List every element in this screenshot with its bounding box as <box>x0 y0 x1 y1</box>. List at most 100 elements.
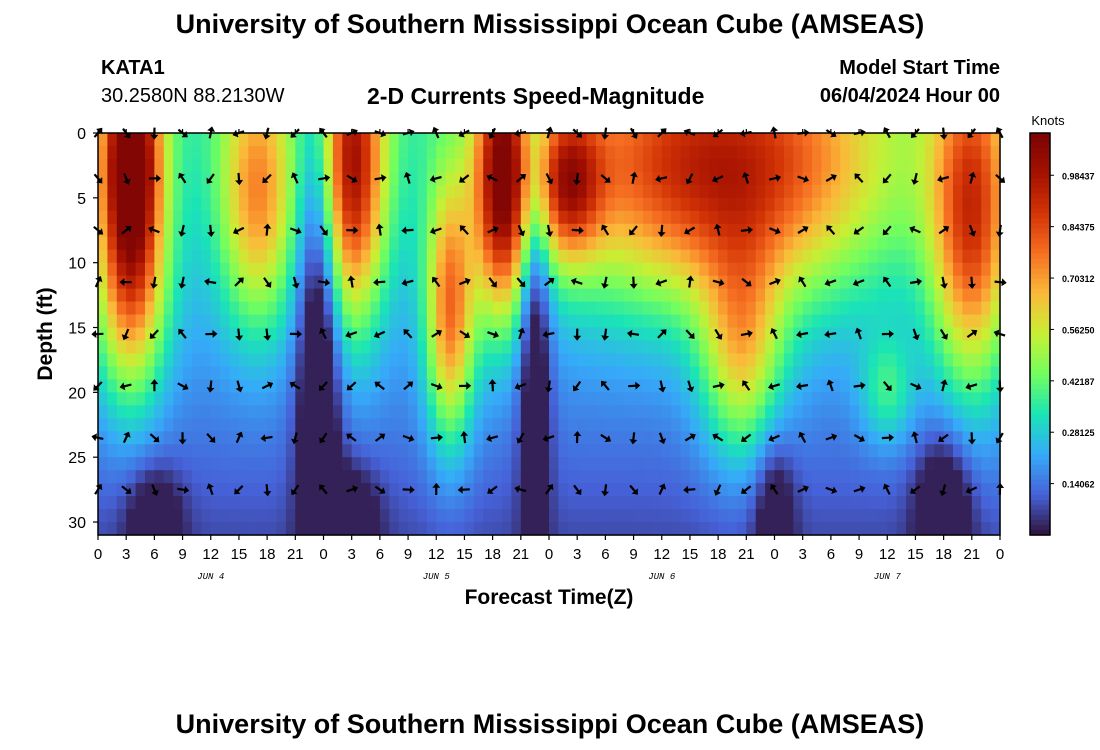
heat-cell <box>210 379 221 393</box>
heat-cell <box>455 509 466 523</box>
heat-cell <box>915 457 926 471</box>
heat-cell <box>436 301 447 316</box>
heat-cell <box>990 158 1001 173</box>
heat-cell <box>445 496 456 510</box>
heat-cell <box>417 275 428 290</box>
heat-cell <box>473 405 484 419</box>
heat-cell <box>135 340 146 355</box>
heat-cell <box>295 340 306 355</box>
heat-cell <box>144 262 155 277</box>
heat-cell <box>783 288 794 303</box>
x-tick-label: 9 <box>178 546 186 563</box>
heat-cell <box>708 340 719 355</box>
heat-cell <box>191 171 202 186</box>
heat-cell <box>502 314 513 329</box>
colorbar-segment <box>1030 323 1050 330</box>
heat-cell <box>389 145 400 160</box>
heat-cell <box>586 158 597 173</box>
heat-cell <box>389 275 400 290</box>
heat-cell <box>680 133 691 147</box>
heat-cell <box>408 353 419 368</box>
heat-cell <box>285 444 296 458</box>
current-vector <box>373 330 386 339</box>
heat-cell <box>661 340 672 355</box>
heat-cell <box>859 366 870 380</box>
heat-cell <box>163 366 174 380</box>
heat-cell <box>727 340 738 355</box>
heat-cell <box>323 353 334 368</box>
heat-cell <box>248 496 259 510</box>
heat-cell <box>934 509 945 523</box>
heat-cell <box>718 340 729 355</box>
heat-cell <box>295 288 306 303</box>
heat-cell <box>971 223 982 238</box>
heat-cell <box>248 470 259 484</box>
heat-cell <box>539 262 550 277</box>
heat-cell <box>332 366 343 380</box>
heat-cell <box>201 418 212 432</box>
heat-cell <box>182 366 193 380</box>
current-vector <box>204 277 217 286</box>
heat-cell <box>953 418 964 432</box>
heat-cell <box>990 340 1001 355</box>
heat-cell <box>502 509 513 523</box>
heat-cell <box>276 483 287 497</box>
heat-cell <box>642 509 653 523</box>
heat-cell <box>924 288 935 303</box>
heat-cell <box>812 366 823 380</box>
current-vector <box>968 171 977 184</box>
heat-cell <box>520 457 531 471</box>
current-vector <box>658 432 667 445</box>
heat-cell <box>492 483 503 497</box>
heat-cell <box>971 327 982 342</box>
heat-cell <box>201 444 212 458</box>
heat-cell <box>107 288 118 303</box>
heat-cell <box>990 470 1001 484</box>
heat-cell <box>107 197 118 212</box>
heat-cell <box>276 509 287 523</box>
heat-cell <box>248 197 259 212</box>
heat-cell <box>746 522 757 536</box>
heat-cell <box>173 301 184 316</box>
heat-cell <box>821 496 832 510</box>
heat-cell <box>934 249 945 264</box>
heat-cell <box>285 431 296 445</box>
heat-cell <box>323 145 334 160</box>
colorbar-frame <box>1029 132 1051 536</box>
heat-cell <box>520 301 531 316</box>
heat-cell <box>398 210 409 225</box>
heat-cell <box>689 210 700 225</box>
heat-cell <box>821 483 832 497</box>
heat-cell <box>896 275 907 290</box>
heat-cell <box>285 288 296 303</box>
heat-cell <box>389 197 400 212</box>
heat-cell <box>257 327 268 342</box>
heat-cell <box>915 288 926 303</box>
heat-cell <box>840 275 851 290</box>
heat-cell <box>398 314 409 329</box>
heat-cell <box>295 379 306 393</box>
heat-cell <box>971 405 982 419</box>
heat-cell <box>830 340 841 355</box>
heat-cell <box>614 288 625 303</box>
heat-cell <box>285 418 296 432</box>
heat-cell <box>812 418 823 432</box>
heat-cell <box>220 210 231 225</box>
heat-cell <box>116 288 127 303</box>
heat-cell <box>567 301 578 316</box>
heat-cell <box>511 262 522 277</box>
heat-cell <box>943 405 954 419</box>
heat-cell <box>323 509 334 523</box>
heat-cell <box>436 145 447 160</box>
heat-cell <box>342 496 353 510</box>
heat-cell <box>765 288 776 303</box>
heat-cell <box>934 470 945 484</box>
heat-cell <box>408 236 419 251</box>
heat-cell <box>342 275 353 290</box>
heat-cell <box>116 223 127 238</box>
heat-cell <box>276 418 287 432</box>
heat-cell <box>680 275 691 290</box>
heat-cell <box>116 431 127 445</box>
heat-cell <box>652 249 663 264</box>
heat-cell <box>116 366 127 380</box>
